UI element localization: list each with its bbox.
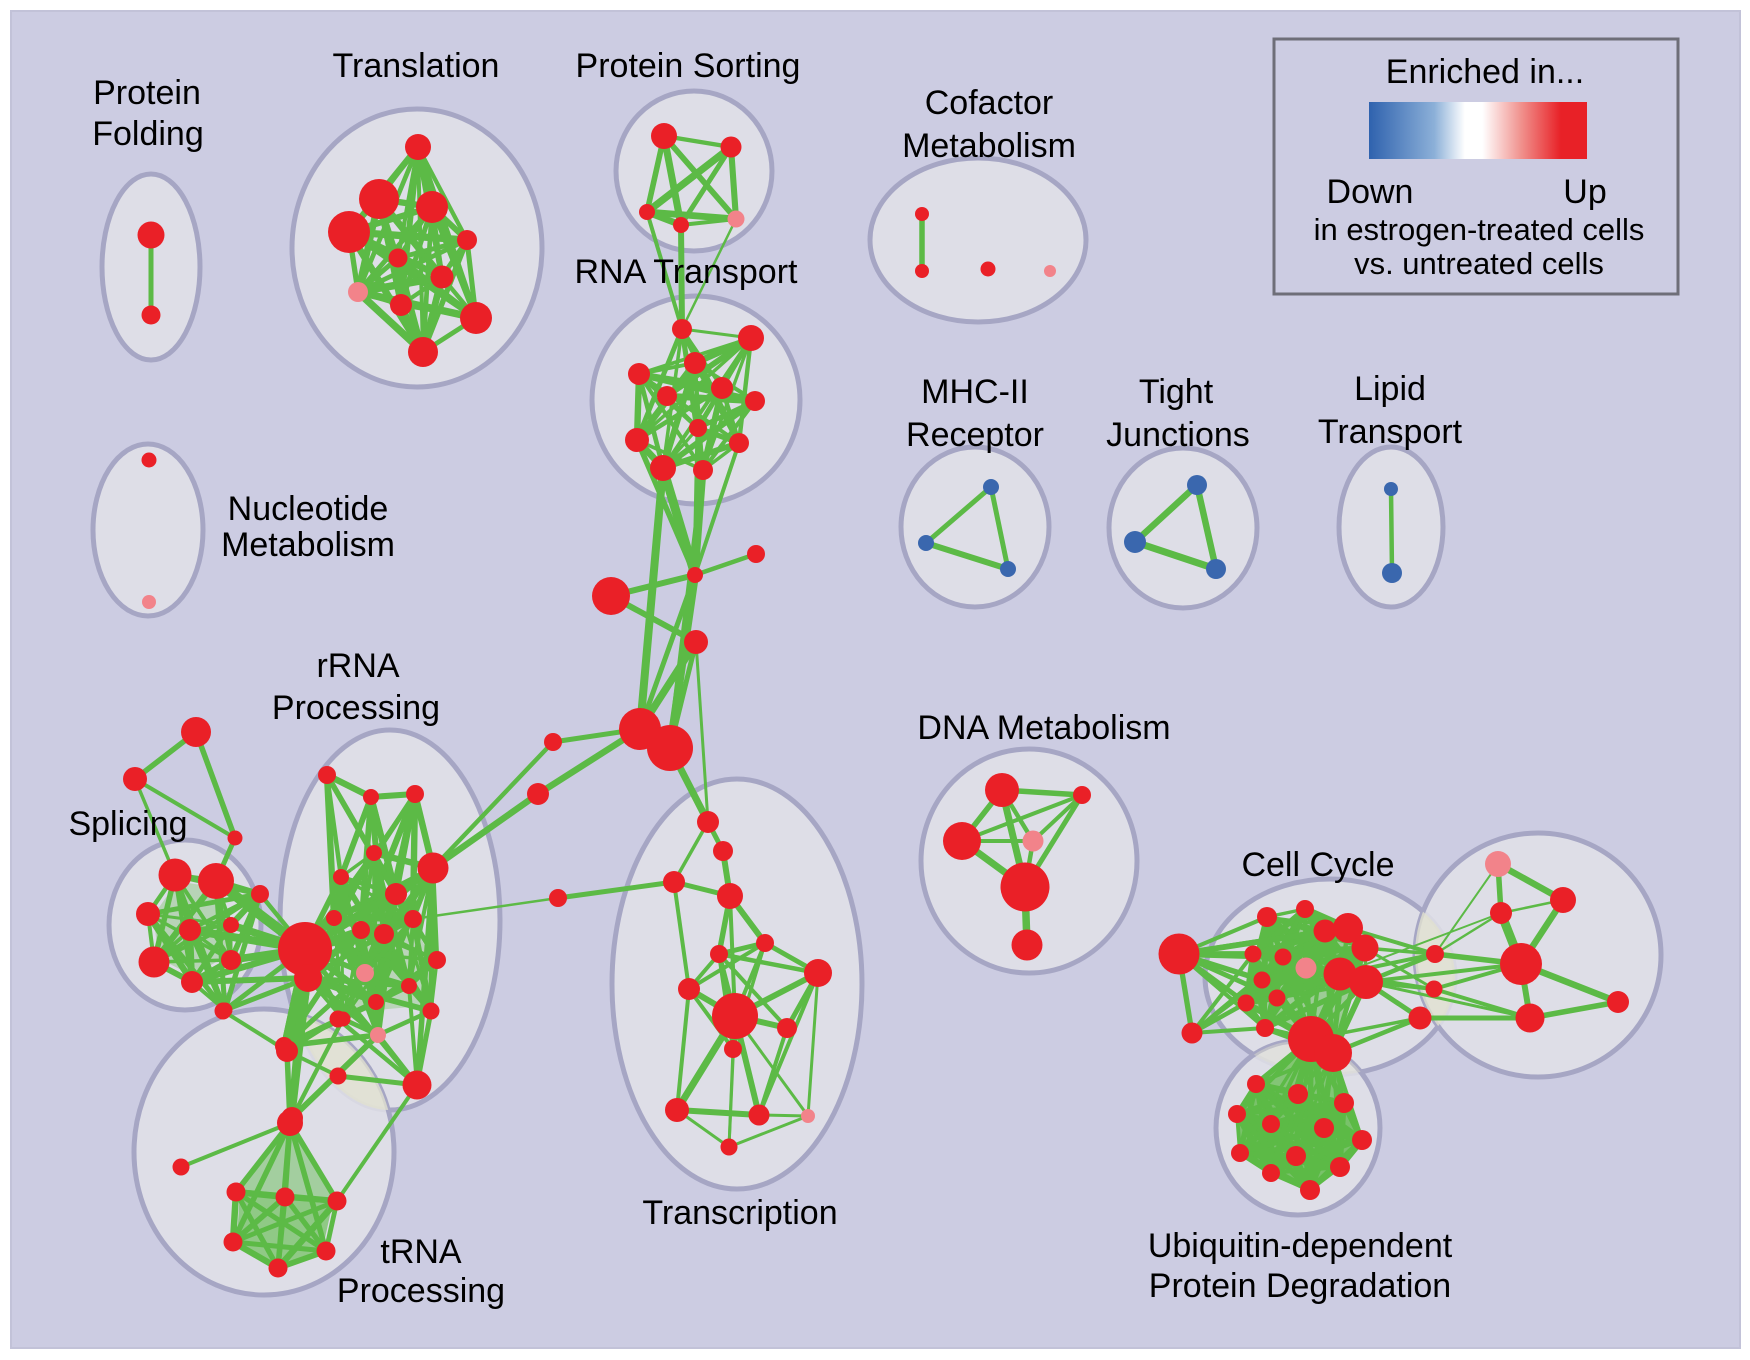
svg-text:Protein Sorting: Protein Sorting: [576, 47, 801, 85]
svg-text:Receptor: Receptor: [906, 416, 1044, 454]
svg-text:Lipid: Lipid: [1354, 370, 1426, 408]
svg-text:Translation: Translation: [333, 47, 500, 85]
svg-text:Down: Down: [1327, 173, 1414, 211]
svg-text:tRNA: tRNA: [380, 1233, 462, 1271]
svg-text:DNA Metabolism: DNA Metabolism: [917, 709, 1170, 747]
svg-text:Metabolism: Metabolism: [221, 526, 395, 564]
svg-text:Cofactor: Cofactor: [925, 84, 1054, 122]
svg-text:Enriched in...: Enriched in...: [1386, 53, 1584, 91]
svg-text:vs. untreated cells: vs. untreated cells: [1354, 246, 1604, 281]
svg-text:Processing: Processing: [337, 1272, 505, 1310]
svg-text:Protein Degradation: Protein Degradation: [1149, 1267, 1451, 1305]
svg-text:MHC-II: MHC-II: [921, 373, 1029, 411]
svg-text:Splicing: Splicing: [68, 805, 187, 843]
svg-text:Transcription: Transcription: [642, 1194, 837, 1232]
svg-text:Nucleotide: Nucleotide: [228, 490, 389, 528]
svg-text:Up: Up: [1563, 173, 1606, 211]
svg-text:rRNA: rRNA: [316, 647, 399, 685]
svg-text:Cell Cycle: Cell Cycle: [1241, 846, 1394, 884]
svg-text:RNA Transport: RNA Transport: [575, 253, 799, 291]
svg-text:Processing: Processing: [272, 689, 440, 727]
svg-text:Tight: Tight: [1139, 373, 1214, 411]
svg-text:Protein: Protein: [93, 74, 201, 112]
svg-text:Metabolism: Metabolism: [902, 127, 1076, 165]
svg-text:Transport: Transport: [1318, 413, 1463, 451]
svg-text:Folding: Folding: [92, 115, 204, 153]
svg-text:Junctions: Junctions: [1106, 416, 1250, 454]
svg-text:Ubiquitin-dependent: Ubiquitin-dependent: [1148, 1227, 1453, 1265]
svg-text:in estrogen-treated cells: in estrogen-treated cells: [1314, 212, 1645, 247]
